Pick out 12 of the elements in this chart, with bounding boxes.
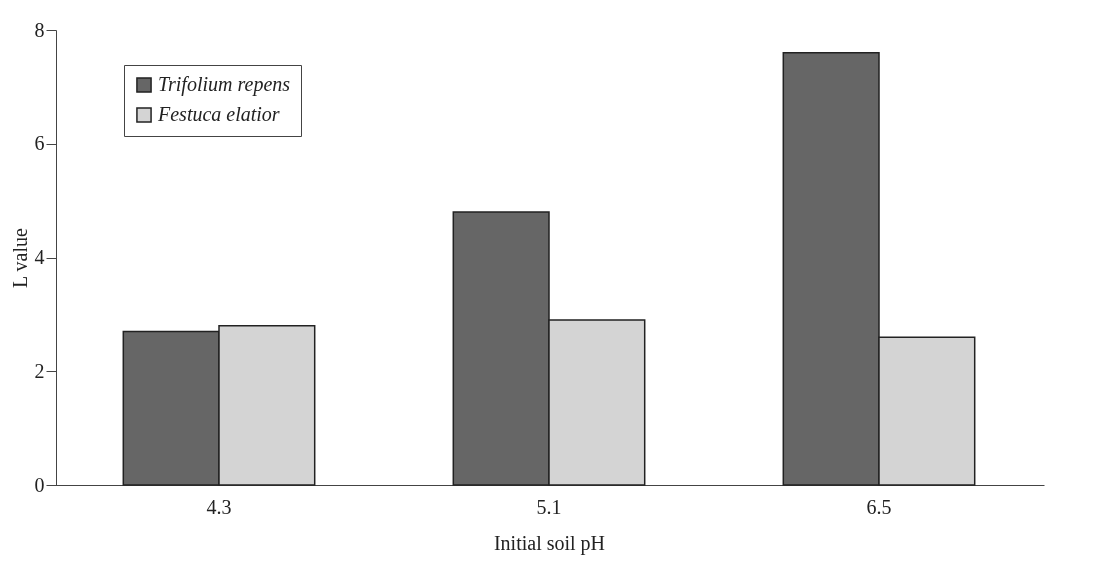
legend-label: Festuca elatior	[157, 103, 280, 125]
y-tick-label: 4	[34, 246, 45, 268]
legend-label: Trifolium repens	[158, 73, 291, 96]
x-tick-label: 5.1	[536, 495, 562, 518]
x-axis-title: Initial soil pH	[493, 531, 606, 555]
y-tick-label: 8	[34, 18, 45, 41]
x-tick-label: 4.3	[206, 495, 232, 518]
y-axis-title: L value	[8, 227, 31, 288]
y-tick-label: 6	[34, 132, 45, 155]
y-tick-label: 0	[34, 473, 45, 496]
y-tick-label: 2	[34, 359, 45, 382]
x-tick-label: 6.5	[866, 495, 892, 518]
